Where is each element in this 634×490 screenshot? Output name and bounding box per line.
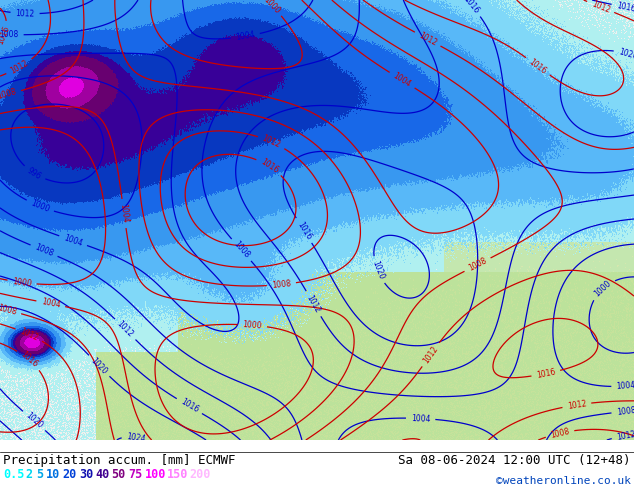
Text: 1000: 1000 (593, 279, 613, 298)
Text: 1012: 1012 (305, 293, 322, 314)
Text: 75: 75 (128, 467, 142, 481)
Text: 1008: 1008 (0, 303, 18, 317)
Text: 1012: 1012 (9, 58, 30, 76)
Text: 1004: 1004 (63, 233, 84, 248)
Text: 1000: 1000 (29, 198, 51, 214)
Text: 0.5: 0.5 (3, 467, 24, 481)
Text: 1016: 1016 (616, 1, 634, 14)
Text: 1012: 1012 (417, 30, 438, 48)
Text: 30: 30 (79, 467, 93, 481)
Text: 50: 50 (112, 467, 126, 481)
Text: 1008: 1008 (34, 243, 55, 259)
Text: 1024: 1024 (126, 433, 146, 444)
Text: 1012: 1012 (590, 0, 611, 15)
Text: 1012: 1012 (115, 319, 135, 339)
Text: 1008: 1008 (616, 406, 634, 417)
Text: 1020: 1020 (370, 260, 385, 281)
Text: 1012: 1012 (15, 9, 35, 19)
Text: 1004: 1004 (616, 381, 634, 391)
Text: 1016: 1016 (462, 0, 481, 15)
Text: 1012: 1012 (18, 326, 39, 343)
Text: 1008: 1008 (467, 256, 488, 273)
Text: 2: 2 (25, 467, 33, 481)
Text: 1020: 1020 (89, 356, 109, 376)
Text: Sa 08-06-2024 12:00 UTC (12+48): Sa 08-06-2024 12:00 UTC (12+48) (399, 454, 631, 467)
Text: 1008: 1008 (0, 88, 18, 101)
Text: 1020: 1020 (24, 411, 44, 431)
Text: 1016: 1016 (295, 220, 313, 241)
Text: Precipitation accum. [mm] ECMWF: Precipitation accum. [mm] ECMWF (3, 454, 235, 467)
Text: 1000: 1000 (12, 277, 32, 288)
Text: 40: 40 (95, 467, 110, 481)
Text: 1008: 1008 (550, 427, 570, 440)
Text: 1000: 1000 (261, 0, 281, 15)
Text: 1004: 1004 (392, 71, 413, 89)
Text: 1016: 1016 (527, 57, 548, 75)
Text: 1008: 1008 (271, 279, 292, 290)
Text: 1004: 1004 (235, 30, 256, 42)
Text: 1016: 1016 (179, 397, 200, 415)
Text: 150: 150 (167, 467, 188, 481)
Text: 1012: 1012 (422, 344, 440, 365)
Text: 1008: 1008 (0, 30, 18, 39)
Text: 1000: 1000 (242, 320, 262, 330)
Text: 1016: 1016 (0, 24, 11, 46)
Text: ©weatheronline.co.uk: ©weatheronline.co.uk (496, 476, 631, 486)
Text: 1012: 1012 (616, 429, 634, 441)
Text: 100: 100 (145, 467, 165, 481)
Text: 1004: 1004 (118, 203, 130, 224)
Text: 200: 200 (190, 467, 211, 481)
Text: 1016: 1016 (259, 157, 280, 175)
Text: 5: 5 (36, 467, 43, 481)
Text: 1012: 1012 (261, 134, 282, 150)
Text: 1016: 1016 (536, 368, 556, 380)
Text: 1020: 1020 (618, 47, 634, 61)
Text: 20: 20 (62, 467, 77, 481)
Text: 996: 996 (26, 166, 43, 181)
Text: 1004: 1004 (411, 414, 430, 423)
Text: 1004: 1004 (41, 297, 61, 310)
Text: 1008: 1008 (231, 240, 251, 260)
Text: 1012: 1012 (567, 399, 587, 411)
Text: 1016: 1016 (19, 350, 39, 369)
Text: 10: 10 (46, 467, 60, 481)
